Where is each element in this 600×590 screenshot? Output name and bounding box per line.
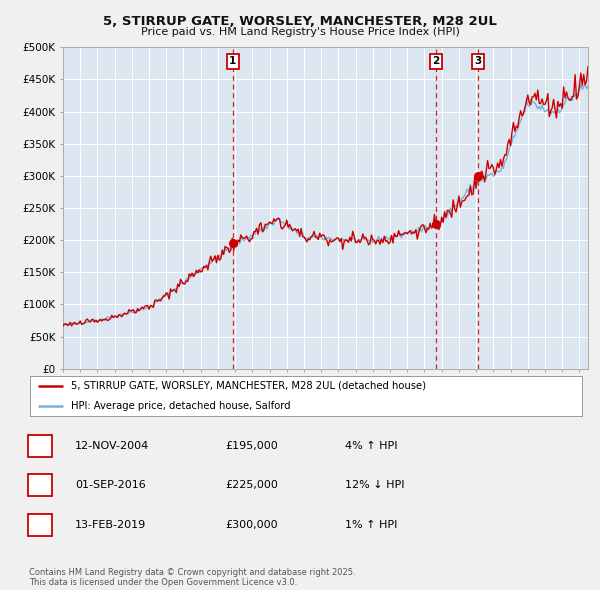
Text: 1% ↑ HPI: 1% ↑ HPI bbox=[345, 520, 397, 530]
Text: 1: 1 bbox=[37, 441, 44, 451]
Text: 2: 2 bbox=[433, 57, 440, 66]
Text: Contains HM Land Registry data © Crown copyright and database right 2025.
This d: Contains HM Land Registry data © Crown c… bbox=[29, 568, 355, 587]
Text: 1: 1 bbox=[229, 57, 236, 66]
Text: 2: 2 bbox=[37, 480, 44, 490]
Text: 12% ↓ HPI: 12% ↓ HPI bbox=[345, 480, 404, 490]
Text: 01-SEP-2016: 01-SEP-2016 bbox=[75, 480, 146, 490]
Text: 5, STIRRUP GATE, WORSLEY, MANCHESTER, M28 2UL (detached house): 5, STIRRUP GATE, WORSLEY, MANCHESTER, M2… bbox=[71, 381, 427, 391]
Text: £300,000: £300,000 bbox=[225, 520, 278, 530]
Text: 3: 3 bbox=[475, 57, 482, 66]
Text: 3: 3 bbox=[37, 520, 44, 530]
Text: £195,000: £195,000 bbox=[225, 441, 278, 451]
Text: Price paid vs. HM Land Registry's House Price Index (HPI): Price paid vs. HM Land Registry's House … bbox=[140, 27, 460, 37]
Text: £225,000: £225,000 bbox=[225, 480, 278, 490]
Text: HPI: Average price, detached house, Salford: HPI: Average price, detached house, Salf… bbox=[71, 401, 291, 411]
Text: 4% ↑ HPI: 4% ↑ HPI bbox=[345, 441, 398, 451]
Text: 13-FEB-2019: 13-FEB-2019 bbox=[75, 520, 146, 530]
Text: 5, STIRRUP GATE, WORSLEY, MANCHESTER, M28 2UL: 5, STIRRUP GATE, WORSLEY, MANCHESTER, M2… bbox=[103, 15, 497, 28]
Text: 12-NOV-2004: 12-NOV-2004 bbox=[75, 441, 149, 451]
